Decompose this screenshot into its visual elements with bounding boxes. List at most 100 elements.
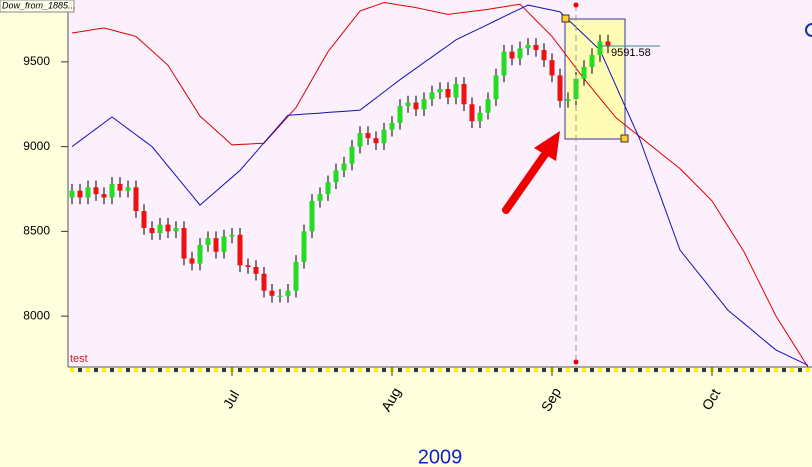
x-tick (686, 368, 690, 372)
candle-body (477, 112, 483, 122)
candle-body (237, 234, 243, 266)
x-tick (302, 368, 306, 372)
candle-body (85, 187, 91, 198)
candle-body (101, 194, 107, 198)
x-tick (350, 368, 354, 372)
x-tick (142, 368, 146, 372)
candle-body (181, 227, 187, 259)
candle-body (69, 190, 75, 198)
x-tick (806, 368, 810, 372)
candle-body (197, 244, 203, 264)
candle-body (133, 187, 139, 212)
x-tick (774, 368, 778, 372)
x-tick (110, 368, 114, 372)
x-tick (702, 368, 706, 372)
x-tick (318, 368, 322, 372)
candle-body (453, 83, 459, 98)
title-tab[interactable] (0, 0, 75, 13)
candle-body (205, 238, 211, 245)
x-tick (238, 368, 242, 372)
candle-body (125, 187, 131, 191)
y-tick-label: 8000 (23, 308, 50, 322)
x-tick (374, 368, 378, 372)
x-tick (94, 368, 98, 372)
candle-body (389, 122, 395, 130)
candle-body (445, 88, 451, 98)
candle-body (173, 227, 179, 232)
x-tick (798, 368, 802, 372)
x-tick (718, 368, 722, 372)
x-tick (294, 368, 298, 372)
candle-body (293, 261, 299, 291)
x-tick (558, 368, 562, 372)
x-tick (334, 368, 338, 372)
y-tick-label: 8500 (23, 224, 50, 238)
x-tick (446, 368, 450, 372)
cursor-label: 9591.58 (611, 47, 651, 59)
candle-body (397, 105, 403, 123)
candle-body (549, 60, 555, 76)
x-tick (414, 368, 418, 372)
candle-body (469, 104, 475, 122)
x-tick (342, 368, 346, 372)
x-tick (102, 368, 106, 372)
candle-body (229, 234, 235, 237)
y-tick-label: 9500 (23, 54, 50, 68)
candle-body (93, 187, 99, 195)
x-tick (526, 368, 530, 372)
plot-area (68, 0, 812, 367)
candle-body (517, 48, 523, 59)
x-tick (742, 368, 746, 372)
plot (69, 2, 809, 368)
candle-body (501, 51, 507, 76)
x-tick (542, 368, 546, 372)
x-tick (590, 368, 594, 372)
candle-body (149, 227, 155, 234)
x-tick (222, 368, 226, 372)
candle-body (373, 138, 379, 144)
corner-icon[interactable] (805, 23, 812, 37)
x-tick (494, 368, 498, 372)
candle-body (253, 266, 259, 274)
candle-body (429, 92, 435, 100)
x-tick (694, 368, 698, 372)
x-tick (166, 368, 170, 372)
x-tick (734, 368, 738, 372)
candle-body (245, 265, 251, 267)
series-label: test (70, 353, 88, 365)
x-tick (286, 368, 290, 372)
candle-body (541, 50, 547, 61)
candle-body (405, 102, 411, 106)
x-tick (454, 368, 458, 372)
x-tick (790, 368, 794, 372)
candle-body (413, 102, 419, 110)
y-tick-label: 9000 (23, 139, 50, 153)
x-tick (638, 368, 642, 372)
cursor-dot (573, 2, 579, 8)
x-tick (254, 368, 258, 372)
candle-body (301, 231, 307, 262)
x-tick (534, 368, 538, 372)
x-tick (502, 368, 506, 372)
candle-body (269, 290, 275, 296)
x-tick (422, 368, 426, 372)
candle-body (117, 183, 123, 191)
candle-body (157, 224, 163, 234)
x-tick (662, 368, 666, 372)
x-tick (574, 368, 578, 372)
x-tick (158, 368, 162, 372)
x-tick (510, 368, 514, 372)
candle-body (557, 75, 563, 101)
candle-body (349, 146, 355, 164)
candle-body (493, 75, 499, 100)
box-handle[interactable] (561, 14, 570, 23)
line (71, 2, 809, 368)
x-tick (614, 368, 618, 372)
candle-body (285, 290, 291, 296)
candle-body (533, 44, 539, 51)
x-tick (126, 368, 130, 372)
x-tick (430, 368, 434, 372)
candle-body (565, 99, 571, 101)
candle-body (461, 83, 467, 105)
box-handle[interactable] (620, 134, 629, 143)
